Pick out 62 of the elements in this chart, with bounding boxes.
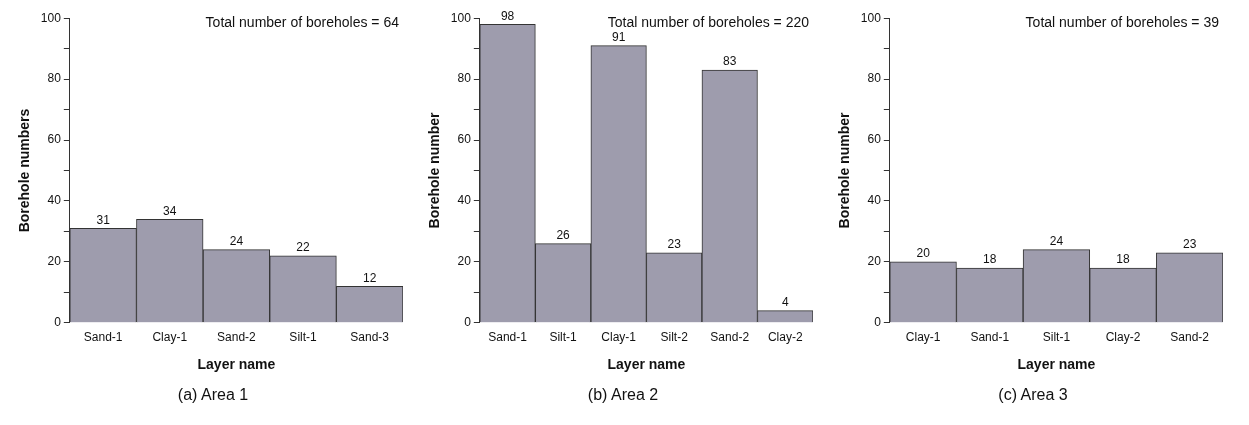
y-tick-label: 20: [867, 254, 882, 269]
x-tick-label: Sand-1: [488, 330, 528, 345]
y-tick-label: 40: [457, 193, 472, 208]
y-tick-label: 0: [54, 315, 62, 330]
y-tick-label: 80: [47, 71, 62, 86]
y-axis-title: Borehole numbers: [16, 108, 33, 233]
x-axis-title: Layer name: [1017, 356, 1096, 373]
data-label: 24: [229, 234, 244, 249]
x-tick-label: Sand-1: [970, 330, 1010, 345]
y-tick-label: 20: [457, 254, 472, 269]
data-label: 4: [781, 294, 789, 309]
annotation: Total number of boreholes = 220: [607, 14, 810, 31]
data-label: 23: [667, 237, 682, 252]
y-axis-title: Borehole number: [836, 112, 853, 229]
y-tick-label: 100: [860, 10, 882, 25]
x-tick-label: Silt-1: [289, 330, 318, 345]
annotation: Total number of boreholes = 64: [205, 14, 400, 31]
data-label: 18: [983, 252, 997, 267]
y-tick-label: 100: [450, 10, 472, 25]
data-label: 23: [1183, 237, 1197, 252]
y-tick-label: 80: [457, 71, 472, 86]
data-label: 31: [96, 212, 111, 227]
x-tick-label: Sand-2: [217, 330, 257, 345]
text: (b) Area 2: [587, 386, 659, 404]
data-label: 24: [1049, 234, 1064, 249]
data-label: 26: [556, 227, 571, 242]
x-axis-title: Layer name: [197, 356, 276, 373]
data-label: 22: [296, 240, 311, 255]
x-tick-label: Silt-1: [549, 330, 578, 345]
data-label: 34: [163, 203, 177, 218]
x-tick-label: Clay-2: [767, 330, 803, 345]
y-axis-title: Borehole number: [426, 112, 443, 229]
x-tick-label: Clay-1: [601, 330, 637, 345]
x-tick-label: Sand-1: [83, 330, 123, 345]
text: (a) Area 1: [177, 386, 249, 404]
x-tick-label: Clay-1: [152, 330, 188, 345]
data-label: 83: [723, 54, 737, 69]
x-tick-label: Clay-2: [1105, 330, 1141, 345]
x-tick-label: Silt-1: [1042, 330, 1071, 345]
data-label: 98: [500, 8, 515, 23]
data-label: 91: [611, 29, 626, 44]
y-tick-label: 40: [47, 193, 62, 208]
data-label: 18: [1116, 252, 1131, 267]
x-axis-title: Layer name: [607, 356, 686, 373]
data-label: 20: [916, 246, 931, 261]
y-tick-label: 0: [874, 315, 882, 330]
y-tick-label: 0: [464, 315, 472, 330]
y-tick-label: 60: [867, 132, 882, 147]
text: (c) Area 3: [998, 386, 1068, 404]
annotation: Total number of boreholes = 39: [1025, 14, 1220, 31]
y-tick-label: 100: [40, 10, 62, 25]
x-tick-label: Sand-2: [1170, 330, 1210, 345]
y-tick-label: 40: [867, 193, 882, 208]
y-tick-label: 80: [867, 71, 882, 86]
data-label: 12: [363, 270, 377, 285]
x-tick-label: Clay-1: [905, 330, 941, 345]
y-tick-label: 20: [47, 254, 62, 269]
y-tick-label: 60: [457, 132, 472, 147]
x-tick-label: Sand-2: [710, 330, 750, 345]
y-tick-label: 60: [47, 132, 62, 147]
x-tick-label: Silt-2: [660, 330, 689, 345]
x-tick-label: Sand-3: [350, 330, 390, 345]
